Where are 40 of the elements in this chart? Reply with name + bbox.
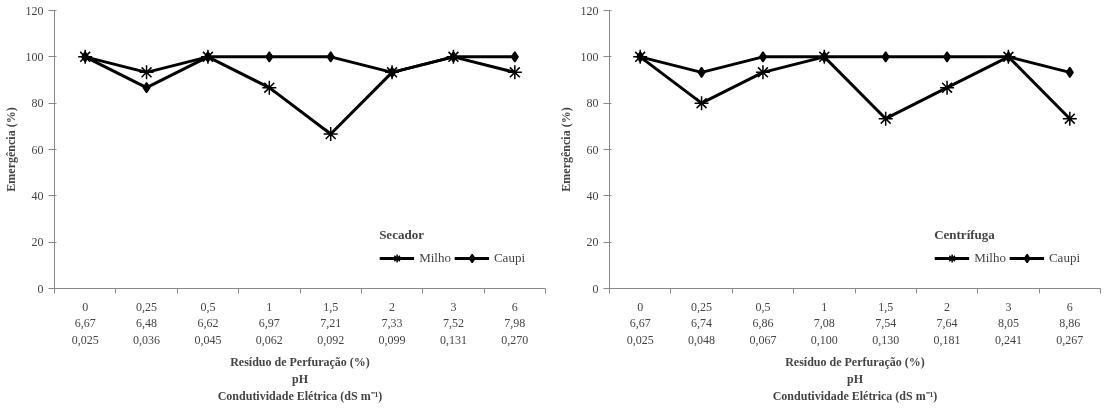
x-tick-label: 2 7,64 0,181 — [933, 299, 961, 348]
x-tick-label: 0,5 6,62 0,045 — [194, 299, 222, 348]
legend-title: Centrífuga — [934, 227, 996, 243]
x-tick-label: 0 6,67 0,025 — [71, 299, 99, 348]
y-axis-title: Emergência (%) — [558, 107, 573, 192]
y-tick-label: 80 — [31, 96, 44, 111]
x-tick-label: 1,5 7,21 0,092 — [317, 299, 345, 348]
x-axis-title: Resíduo de Perfuração (%) pH Condutividade Elétrica (dS m⁻¹) — [772, 355, 938, 403]
y-tick-label: 120 — [25, 3, 44, 18]
y-tick-label: 60 — [31, 142, 44, 157]
x-tick-label: 0,25 6,48 0,036 — [133, 299, 161, 348]
x-tick-label: 3 8,05 0,241 — [994, 299, 1022, 348]
y-tick-label: 120 — [580, 3, 599, 18]
x-tick-label: 6 8,86 0,267 — [1056, 299, 1084, 348]
legend-label: Caupi — [493, 250, 525, 266]
y-tick-label: 20 — [586, 235, 599, 250]
y-tick-label: 100 — [580, 49, 599, 64]
x-tick-label: 1 7,08 0,100 — [810, 299, 838, 348]
y-tick-label: 100 — [25, 49, 44, 64]
y-tick-label: 60 — [586, 142, 599, 157]
x-tick-label: 3 7,52 0,131 — [439, 299, 467, 348]
legend-title: Secador — [379, 227, 425, 243]
legend-label: Milho — [974, 250, 1006, 266]
y-tick-label: 40 — [31, 188, 44, 203]
x-tick-label: 6 7,98 0,270 — [501, 299, 529, 348]
x-tick-label: 0,25 6,74 0,048 — [688, 299, 716, 348]
x-tick-label: 1 6,97 0,062 — [255, 299, 283, 348]
y-tick-label: 80 — [586, 96, 599, 111]
x-tick-label: 1,5 7,54 0,130 — [872, 299, 900, 348]
legend-label: Caupi — [1048, 250, 1080, 266]
x-axis-title: Resíduo de Perfuração (%) pH Condutividade Elétrica (dS m⁻¹) — [217, 355, 383, 403]
x-tick-label: 2 7,33 0,099 — [378, 299, 406, 348]
y-tick-label: 0 — [37, 281, 44, 296]
y-tick-label: 20 — [31, 235, 44, 250]
x-tick-label: 0 6,67 0,025 — [626, 299, 654, 348]
legend-label: Milho — [419, 250, 451, 266]
y-tick-label: 40 — [586, 188, 599, 203]
y-tick-label: 0 — [592, 281, 599, 296]
y-axis-title: Emergência (%) — [3, 107, 18, 192]
x-tick-label: 0,5 6,86 0,067 — [749, 299, 777, 348]
